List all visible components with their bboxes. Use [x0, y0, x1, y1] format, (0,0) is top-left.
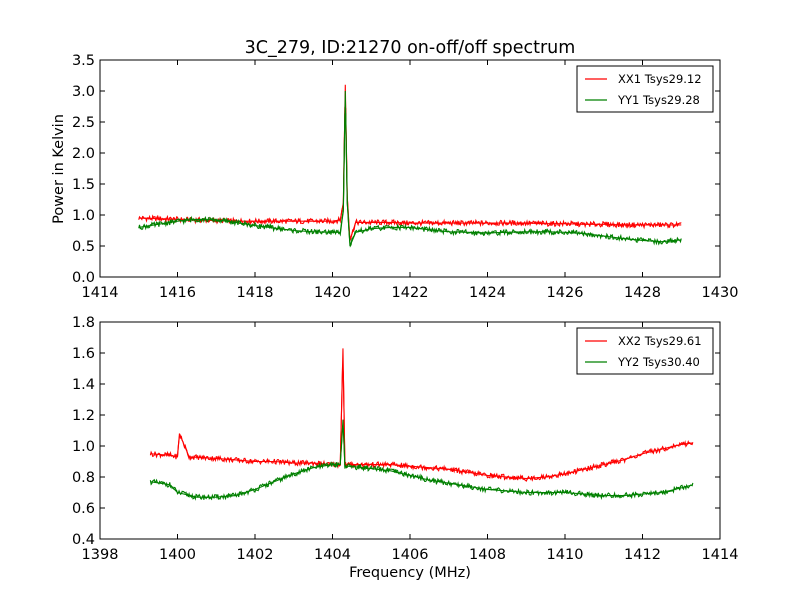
x-tick-label: 1400 [159, 547, 196, 563]
series-peak-yy2 [150, 419, 694, 498]
y-tick-label: 1.0 [72, 208, 95, 224]
x-tick-label: 1428 [624, 285, 661, 301]
x-tick-label: 1398 [82, 547, 119, 563]
y-tick-label: 2.5 [72, 115, 95, 131]
x-tick-label: 1414 [82, 285, 119, 301]
y-tick-label: 0.0 [72, 270, 95, 286]
spectrum-panel-2: 1398 1400 1402 1404 1406 1408 1410 1412 1414 0.4 0… [72, 315, 739, 563]
series-line-yy1 [138, 113, 682, 248]
x-tick-label: 1430 [702, 285, 739, 301]
y-tick-label: 1.8 [72, 315, 95, 331]
y-tick-label: 3.5 [72, 53, 95, 69]
x-tick-label: 1406 [392, 547, 429, 563]
y-tick-label: 3.0 [72, 84, 95, 100]
x-tick-label: 1402 [237, 547, 274, 563]
y-tick-label: 1.2 [72, 408, 95, 424]
y-tick-label: 1.4 [72, 377, 95, 393]
legend-label: YY1 Tsys29.28 [617, 93, 700, 107]
x-tick-label: 1404 [314, 547, 351, 563]
x-tick-label: 1414 [702, 547, 739, 563]
series-peak-yy1 [138, 90, 682, 247]
x-tick-label: 1426 [547, 285, 584, 301]
y-tick-label: 2.0 [72, 146, 95, 162]
series-line-yy2 [149, 425, 694, 501]
y-tick-label: 0.8 [72, 470, 95, 486]
legend: XX1 Tsys29.12 YY1 Tsys29.28 [576, 65, 714, 113]
x-tick-label: 1422 [392, 285, 429, 301]
legend-label: XX1 Tsys29.12 [618, 72, 702, 86]
y-tick-label: 0.4 [72, 532, 95, 548]
x-tick-label: 1408 [469, 547, 506, 563]
y-tick-label: 1.6 [72, 346, 95, 362]
y-tick-label: 0.6 [72, 501, 95, 517]
x-tick-label: 1410 [547, 547, 584, 563]
x-tick-label: 1416 [159, 285, 196, 301]
figure-title: 3C_279, ID:21270 on-off/off spectrum [245, 38, 576, 58]
series-peak-xx2 [150, 348, 693, 480]
x-tick-label: 1418 [237, 285, 274, 301]
x-tick-label: 1424 [469, 285, 506, 301]
x-tick-label: 1412 [624, 547, 661, 563]
y-tick-label: 1.0 [72, 439, 95, 455]
y-tick-label: 0.5 [72, 239, 95, 255]
legend-label: YY2 Tsys30.40 [617, 355, 700, 369]
x-tick-label: 1420 [314, 285, 351, 301]
legend-label: XX2 Tsys29.61 [618, 334, 702, 348]
y-tick-label: 1.5 [72, 177, 95, 193]
legend: XX2 Tsys29.61 YY2 Tsys30.40 [576, 327, 714, 375]
spectrum-panel-1: 1414 1416 1418 1420 1422 1424 1426 1428 1430 0.0 0… [72, 53, 739, 301]
x-axis-label: Frequency (MHz) [349, 565, 471, 581]
y-axis-label: Power in Kelvin [51, 114, 67, 224]
